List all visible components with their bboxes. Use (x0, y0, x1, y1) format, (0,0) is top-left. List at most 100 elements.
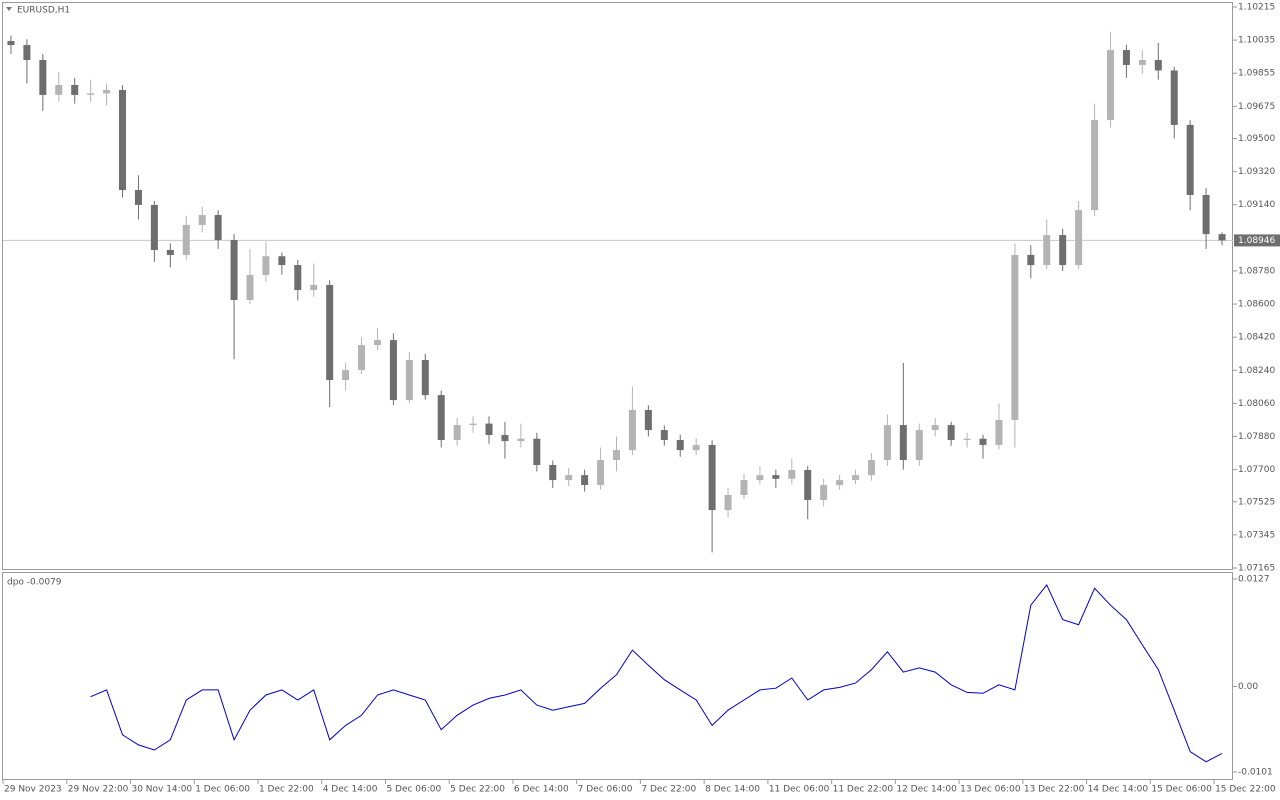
candle-body (262, 256, 270, 275)
x-tick-label: 5 Dec 06:00 (386, 785, 441, 795)
candle-body (198, 215, 206, 225)
candle-body (182, 224, 190, 255)
x-tick-label: 13 Dec 06:00 (960, 785, 1021, 795)
candle-body (565, 475, 573, 481)
candle-body (501, 435, 509, 442)
y-tick-label: 1.07345 (1238, 530, 1275, 540)
candle-body (756, 475, 764, 481)
candle-body (342, 370, 350, 381)
x-tick-label: 29 Nov 2023 (4, 785, 62, 795)
candle-body (1091, 119, 1099, 211)
candle-body (39, 59, 47, 95)
candle-body (644, 410, 652, 431)
candle-body (230, 240, 238, 301)
candle-body (485, 423, 493, 436)
y-tick-label: 1.09855 (1238, 69, 1275, 79)
candle-body (1138, 59, 1146, 65)
candle-body (517, 438, 525, 442)
y-tick-label: 1.07525 (1238, 497, 1275, 507)
x-tick-label: 29 Nov 22:00 (68, 785, 129, 795)
candle-body (1011, 254, 1019, 420)
x-tick-label: 8 Dec 14:00 (705, 785, 760, 795)
candle-body (421, 359, 429, 396)
y-tick-label: 0.00 (1238, 682, 1258, 692)
candle-body (533, 438, 541, 465)
candle-body (660, 430, 668, 440)
x-tick-label: 12 Dec 14:00 (896, 785, 957, 795)
candle-body (995, 419, 1003, 445)
candle-body (947, 425, 955, 440)
y-tick-label: 1.07165 (1238, 564, 1275, 574)
candle-body (1075, 210, 1083, 266)
candle-body (1170, 70, 1178, 125)
main-frame (2, 2, 1233, 570)
chart-title: EURUSD,H1 (17, 6, 70, 16)
candle-body (931, 425, 939, 431)
x-tick-label: 4 Dec 14:00 (323, 785, 378, 795)
y-tick-label: 1.09500 (1238, 134, 1275, 144)
y-tick-label: 1.08600 (1238, 300, 1275, 310)
candle-body (278, 256, 286, 266)
candle-body (963, 438, 971, 440)
candle-body (820, 485, 828, 500)
candle-body (373, 340, 381, 346)
candle-body (581, 475, 589, 486)
candle-body (310, 284, 318, 291)
candle-body (166, 249, 174, 255)
candle-body (740, 480, 748, 495)
x-tick-label: 7 Dec 22:00 (641, 785, 696, 795)
candle-body (1027, 254, 1035, 266)
candle-body (103, 89, 111, 94)
candle-body (867, 460, 875, 476)
candle-body (1186, 124, 1194, 195)
candle-body (1154, 59, 1162, 71)
candle-body (899, 425, 907, 461)
y-tick-label: 1.08060 (1238, 399, 1275, 409)
candle-body (804, 469, 812, 500)
candle-body (612, 450, 621, 461)
candle-body (214, 215, 222, 241)
y-tick-label: 1.10035 (1238, 36, 1275, 46)
candle-body (772, 475, 780, 479)
x-tick-label: 5 Dec 22:00 (450, 785, 505, 795)
y-tick-label: 1.08240 (1238, 366, 1275, 376)
candle-body (852, 475, 860, 481)
candle-body (597, 460, 605, 486)
candle-body (87, 93, 95, 95)
candle-body (1106, 50, 1114, 120)
candle-body (836, 480, 844, 486)
candle-body (1043, 235, 1051, 266)
y-tick-label: 1.08780 (1238, 266, 1275, 276)
candle-body (979, 438, 987, 445)
x-tick-label: 15 Dec 22:00 (1215, 785, 1276, 795)
candle-body (724, 494, 732, 511)
y-tick-label: 1.08420 (1238, 333, 1275, 343)
candle-body (469, 423, 477, 426)
candle-body (788, 469, 796, 479)
indicator-frame (2, 572, 1233, 780)
x-tick-label: 1 Dec 22:00 (259, 785, 314, 795)
x-tick-label: 13 Dec 22:00 (1024, 785, 1085, 795)
candle-body (7, 41, 15, 46)
candle-body (119, 89, 127, 191)
symbol-menu-icon[interactable] (6, 7, 12, 11)
candle-body (246, 274, 254, 301)
candle-body (1122, 50, 1130, 65)
x-tick-label: 1 Dec 06:00 (195, 785, 250, 795)
candle-body (294, 265, 302, 291)
candle-body (883, 425, 891, 461)
y-tick-label: 0.0127 (1238, 575, 1270, 585)
last-price-box (1234, 234, 1280, 247)
candle-body (150, 204, 158, 250)
candle-body (437, 395, 445, 440)
candle-body (23, 45, 31, 60)
candle-body (692, 444, 700, 451)
x-tick-label: 15 Dec 06:00 (1151, 785, 1212, 795)
candle-body (1202, 194, 1210, 235)
candle-body (676, 439, 684, 451)
x-tick-label: 7 Dec 06:00 (578, 785, 633, 795)
candle-body (389, 340, 397, 401)
